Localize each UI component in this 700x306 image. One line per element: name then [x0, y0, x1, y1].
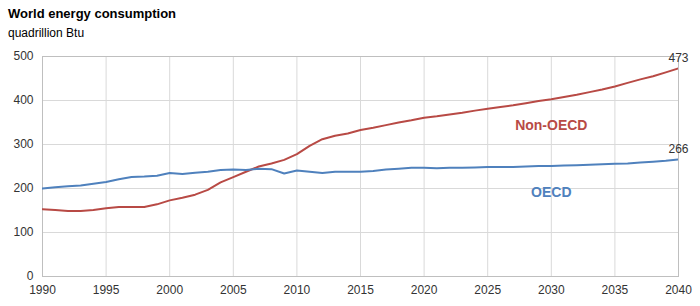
svg-text:1990: 1990: [29, 283, 56, 297]
svg-text:2030: 2030: [538, 283, 565, 297]
svg-text:2025: 2025: [474, 283, 501, 297]
svg-text:2005: 2005: [220, 283, 247, 297]
svg-text:2035: 2035: [602, 283, 629, 297]
svg-text:300: 300: [13, 137, 33, 151]
svg-text:473: 473: [668, 51, 688, 65]
svg-text:400: 400: [13, 93, 33, 107]
svg-text:100: 100: [13, 225, 33, 239]
svg-text:OECD: OECD: [531, 184, 571, 200]
svg-text:200: 200: [13, 181, 33, 195]
html-text:World energy consumption: World energy consumption: [8, 6, 177, 21]
svg-text:2040: 2040: [665, 283, 692, 297]
svg-text:2000: 2000: [156, 283, 183, 297]
svg-text:2020: 2020: [411, 283, 438, 297]
svg-text:Non-OECD: Non-OECD: [515, 117, 587, 133]
svg-text:0: 0: [27, 269, 34, 283]
svg-text:1995: 1995: [93, 283, 120, 297]
svg-text:500: 500: [13, 49, 33, 63]
svg-text:2010: 2010: [284, 283, 311, 297]
svg-text:2015: 2015: [347, 283, 374, 297]
html-text:quadrillion Btu: quadrillion Btu: [8, 26, 85, 40]
svg-text:266: 266: [668, 142, 688, 156]
